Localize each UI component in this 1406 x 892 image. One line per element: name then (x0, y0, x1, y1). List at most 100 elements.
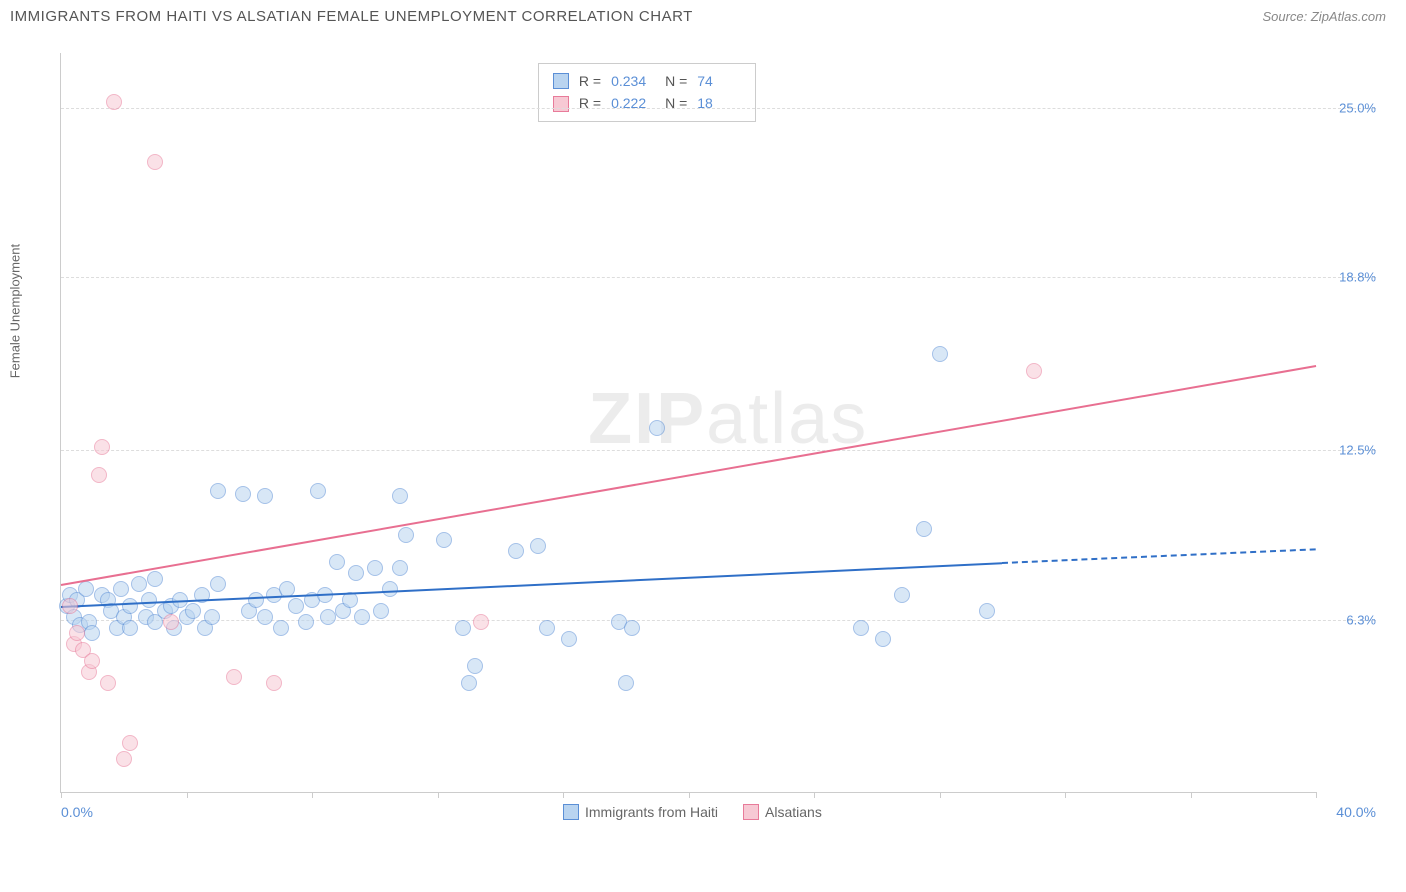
data-point (392, 560, 408, 576)
gridline (61, 450, 1376, 451)
x-axis-max-label: 40.0% (1336, 804, 1376, 820)
data-point (853, 620, 869, 636)
data-point (248, 592, 264, 608)
data-point (288, 598, 304, 614)
chart-source: Source: ZipAtlas.com (1262, 9, 1386, 24)
data-point (561, 631, 577, 647)
data-point (320, 609, 336, 625)
x-tick (940, 792, 941, 798)
n-label: N = (665, 70, 687, 92)
data-point (204, 609, 220, 625)
data-point (147, 154, 163, 170)
data-point (91, 467, 107, 483)
x-tick (1316, 792, 1317, 798)
stats-box: R = 0.234 N = 74 R = 0.222 N = 18 (538, 63, 756, 122)
data-point (392, 488, 408, 504)
data-point (916, 521, 932, 537)
y-tick-label: 6.3% (1346, 612, 1376, 627)
data-point (62, 598, 78, 614)
data-point (530, 538, 546, 554)
data-point (298, 614, 314, 630)
stats-row: R = 0.222 N = 18 (553, 92, 741, 114)
data-point (539, 620, 555, 636)
trend-line (61, 562, 1002, 608)
data-point (100, 675, 116, 691)
data-point (875, 631, 891, 647)
data-point (367, 560, 383, 576)
legend-swatch (563, 804, 579, 820)
chart-header: IMMIGRANTS FROM HAITI VS ALSATIAN FEMALE… (0, 0, 1406, 33)
data-point (147, 571, 163, 587)
data-point (122, 598, 138, 614)
data-point (624, 620, 640, 636)
data-point (329, 554, 345, 570)
data-point (310, 483, 326, 499)
data-point (1026, 363, 1042, 379)
data-point (141, 592, 157, 608)
data-point (266, 675, 282, 691)
x-tick (1191, 792, 1192, 798)
data-point (122, 735, 138, 751)
data-point (94, 439, 110, 455)
data-point (979, 603, 995, 619)
n-label: N = (665, 92, 687, 114)
n-value: 74 (697, 70, 741, 92)
legend-item: Alsatians (743, 804, 822, 820)
x-axis-min-label: 0.0% (61, 804, 93, 820)
r-value: 0.234 (611, 70, 655, 92)
data-point (69, 625, 85, 641)
y-axis-label: Female Unemployment (8, 244, 23, 378)
data-point (106, 94, 122, 110)
y-tick-label: 25.0% (1339, 100, 1376, 115)
data-point (473, 614, 489, 630)
x-tick (438, 792, 439, 798)
data-point (894, 587, 910, 603)
r-label: R = (579, 70, 601, 92)
data-point (84, 625, 100, 641)
data-point (467, 658, 483, 674)
data-point (113, 581, 129, 597)
legend-swatch (553, 96, 569, 112)
data-point (398, 527, 414, 543)
r-label: R = (579, 92, 601, 114)
x-tick (814, 792, 815, 798)
data-point (461, 675, 477, 691)
data-point (235, 486, 251, 502)
data-point (116, 751, 132, 767)
data-point (84, 653, 100, 669)
legend-item: Immigrants from Haiti (563, 804, 718, 820)
data-point (257, 609, 273, 625)
data-point (932, 346, 948, 362)
data-point (257, 488, 273, 504)
chart-title: IMMIGRANTS FROM HAITI VS ALSATIAN FEMALE… (10, 8, 693, 25)
data-point (273, 620, 289, 636)
stats-row: R = 0.234 N = 74 (553, 70, 741, 92)
x-tick (689, 792, 690, 798)
data-point (649, 420, 665, 436)
r-value: 0.222 (611, 92, 655, 114)
legend-swatch (553, 73, 569, 89)
data-point (210, 483, 226, 499)
x-tick (187, 792, 188, 798)
trend-line (1002, 548, 1316, 564)
data-point (210, 576, 226, 592)
x-tick (1065, 792, 1066, 798)
data-point (131, 576, 147, 592)
data-point (122, 620, 138, 636)
n-value: 18 (697, 92, 741, 114)
data-point (618, 675, 634, 691)
data-point (185, 603, 201, 619)
data-point (348, 565, 364, 581)
plot-area: ZIPatlas R =0.234N =74R =0.222N =18 0.0%… (60, 53, 1316, 793)
legend-label: Immigrants from Haiti (585, 804, 718, 820)
data-point (508, 543, 524, 559)
trend-line (61, 365, 1316, 586)
chart-container: Female Unemployment ZIPatlas R =0.234N =… (50, 43, 1386, 833)
data-point (163, 614, 179, 630)
data-point (436, 532, 452, 548)
gridline (61, 277, 1376, 278)
x-tick (61, 792, 62, 798)
data-point (226, 669, 242, 685)
x-tick (563, 792, 564, 798)
series-legend: Immigrants from Haiti Alsatians (563, 804, 822, 820)
